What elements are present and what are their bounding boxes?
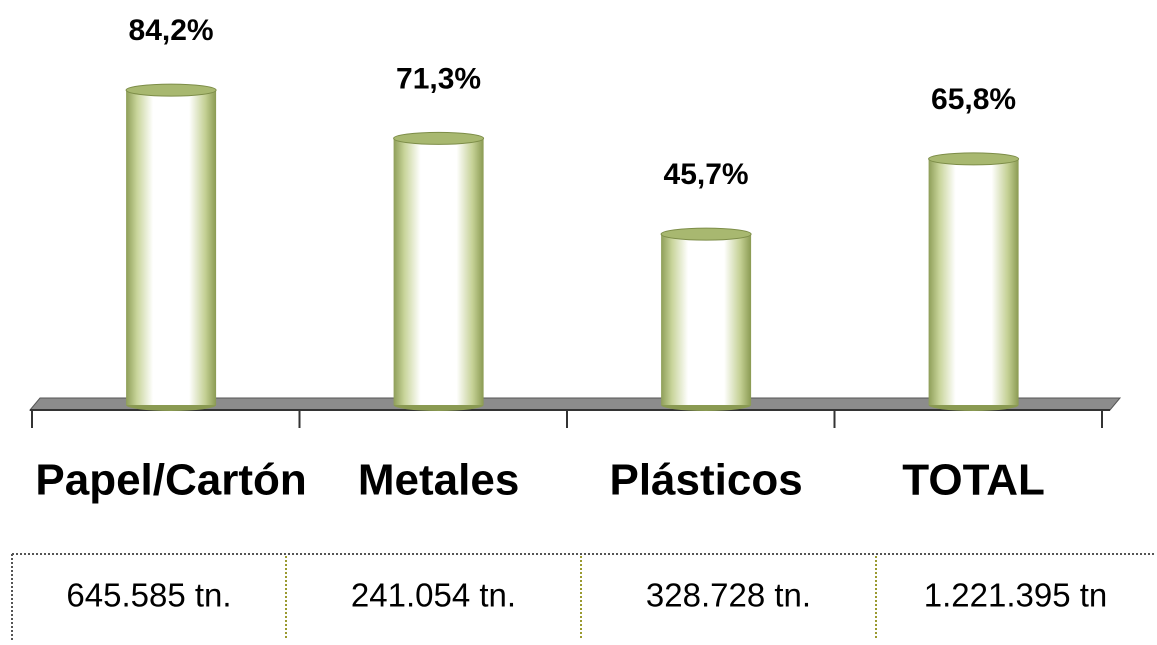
x-tick-label: Plásticos [609,456,802,505]
x-tick-label: Papel/Cartón [35,456,306,505]
bar [126,90,217,405]
value-label: 65,8% [931,83,1016,116]
table-cell: 241.054 tn. [351,577,516,614]
table-cell: 328.728 tn. [646,577,811,614]
value-label: 45,7% [664,158,749,191]
bar [928,158,1019,405]
value-label: 71,3% [396,62,481,95]
bar-top [660,227,752,241]
x-tick-label: TOTAL [902,456,1045,505]
bar-top [393,131,485,145]
bar [661,234,752,405]
value-label: 84,2% [129,14,214,47]
table-cell: 1.221.395 tn [924,577,1108,614]
bar-top [125,83,217,97]
bar [393,138,484,405]
bar-top [928,152,1020,166]
x-tick-label: Metales [358,456,519,505]
table-cell: 645.585 tn. [66,577,231,614]
